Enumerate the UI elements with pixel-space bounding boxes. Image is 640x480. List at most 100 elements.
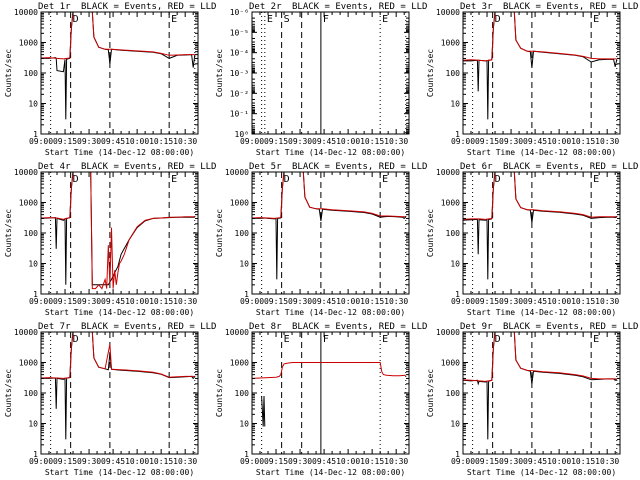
x-tick-label: 09:45 [523, 137, 547, 146]
x-tick-label: 09:45 [101, 457, 125, 466]
x-tick-label: 09:30 [499, 457, 523, 466]
y-axis-label: Counts/sec [4, 369, 13, 417]
x-tick-label: 10:30 [173, 457, 197, 466]
y-tick-label: 1000 [441, 359, 460, 368]
y-tick-label: 10⁻³ [230, 69, 249, 78]
x-tick-label: 09:45 [101, 137, 125, 146]
plot-frame [251, 11, 410, 135]
x-tick-label: 10:15 [360, 297, 384, 306]
plot-frame [462, 11, 621, 135]
y-axis-label: Counts/sec [215, 49, 224, 97]
marker-label: E [382, 174, 388, 185]
x-tick-label: 09:00 [240, 137, 264, 146]
legend-text: BLACK = Events, RED = LLD [503, 2, 638, 12]
series-lld [462, 171, 617, 220]
x-tick-label: 09:30 [77, 297, 101, 306]
x-tick-label: 10:00 [336, 457, 360, 466]
y-tick-label: 1000 [441, 199, 460, 208]
marker-label: E [267, 14, 273, 25]
y-tick-label: 1 [455, 130, 460, 139]
y-tick-label: 100 [235, 389, 250, 398]
plot-frame [251, 331, 410, 455]
x-tick-label: 10:00 [125, 137, 149, 146]
x-tick-label: 10:15 [360, 137, 384, 146]
x-tick-label: 10:30 [595, 297, 619, 306]
y-tick-label: 10 [28, 100, 38, 109]
panel-title: Det 9r [460, 322, 493, 332]
x-tick-label: 09:00 [240, 457, 264, 466]
y-tick-label: 1 [33, 130, 38, 139]
x-tick-label: 09:45 [312, 457, 336, 466]
x-tick-label: 09:30 [288, 137, 312, 146]
panel-title: Det 7r [38, 322, 71, 332]
y-tick-label: 10 [450, 420, 460, 429]
y-tick-label: 1 [455, 450, 460, 459]
x-tick-label: 10:30 [384, 297, 408, 306]
series-events [261, 395, 266, 427]
y-tick-label: 10⁻⁴ [230, 49, 249, 58]
x-tick-label: 10:15 [571, 457, 595, 466]
x-tick-label: 09:15 [53, 297, 77, 306]
x-tick-label: 09:15 [264, 457, 288, 466]
y-tick-label: 1 [244, 290, 249, 299]
y-axis-label: Counts/sec [4, 49, 13, 97]
x-tick-label: 10:30 [384, 137, 408, 146]
y-tick-label: 10 [450, 260, 460, 269]
x-tick-label: 09:45 [312, 137, 336, 146]
x-tick-label: 10:30 [384, 457, 408, 466]
x-tick-label: 09:45 [523, 297, 547, 306]
x-tick-label: 09:00 [451, 137, 475, 146]
x-tick-label: 10:00 [336, 137, 360, 146]
legend-text: BLACK = Events, RED = LLD [503, 322, 638, 332]
panel-title: Det 3r [460, 2, 493, 12]
marker-label: E [171, 334, 177, 345]
x-tick-label: 10:00 [336, 297, 360, 306]
x-tick-label: 09:30 [499, 297, 523, 306]
y-tick-label: 1000 [19, 39, 38, 48]
y-tick-label: 100 [446, 229, 461, 238]
y-tick-label: 1000 [230, 199, 249, 208]
y-tick-label: 10⁰ [235, 130, 249, 139]
panel-title: Det 8r [249, 322, 282, 332]
x-tick-label: 09:00 [29, 297, 53, 306]
legend-text: BLACK = Events, RED = LLD [292, 2, 427, 12]
marker-label: E [284, 334, 290, 345]
series-events [40, 171, 195, 286]
y-tick-label: 100 [24, 229, 39, 238]
x-axis-label: Start Time (14-Dec-12 08:00:00) [45, 468, 194, 477]
y-tick-label: 10 [239, 260, 249, 269]
y-tick-label: 10 [239, 420, 249, 429]
y-axis-label: Counts/sec [215, 209, 224, 257]
x-tick-label: 10:15 [571, 137, 595, 146]
plot-frame [251, 171, 410, 295]
plot-frame [40, 11, 199, 135]
y-tick-label: 10000 [436, 328, 460, 337]
y-tick-label: 1000 [230, 359, 249, 368]
series-events [252, 171, 407, 280]
panel-title: Det 5r [249, 162, 282, 172]
x-tick-label: 10:15 [149, 297, 173, 306]
marker-label: E [171, 14, 177, 25]
y-tick-label: 10000 [14, 168, 38, 177]
x-tick-label: 10:00 [547, 297, 571, 306]
y-axis-label: Counts/sec [426, 49, 435, 97]
x-tick-label: 10:30 [595, 137, 619, 146]
x-tick-label: 10:00 [125, 297, 149, 306]
x-tick-label: 10:00 [547, 137, 571, 146]
y-tick-label: 1000 [19, 199, 38, 208]
legend-text: BLACK = Events, RED = LLD [81, 322, 216, 332]
y-axis-label: Counts/sec [426, 369, 435, 417]
series-events [462, 331, 618, 440]
y-tick-label: 10000 [14, 328, 38, 337]
y-tick-label: 10000 [436, 168, 460, 177]
panel-title: Det 4r [38, 162, 71, 172]
x-tick-label: 10:30 [595, 457, 619, 466]
x-axis-label: Start Time (14-Dec-12 08:00:00) [467, 148, 616, 157]
series-events [41, 11, 196, 120]
y-tick-label: 10000 [225, 328, 249, 337]
y-tick-label: 100 [24, 69, 39, 78]
